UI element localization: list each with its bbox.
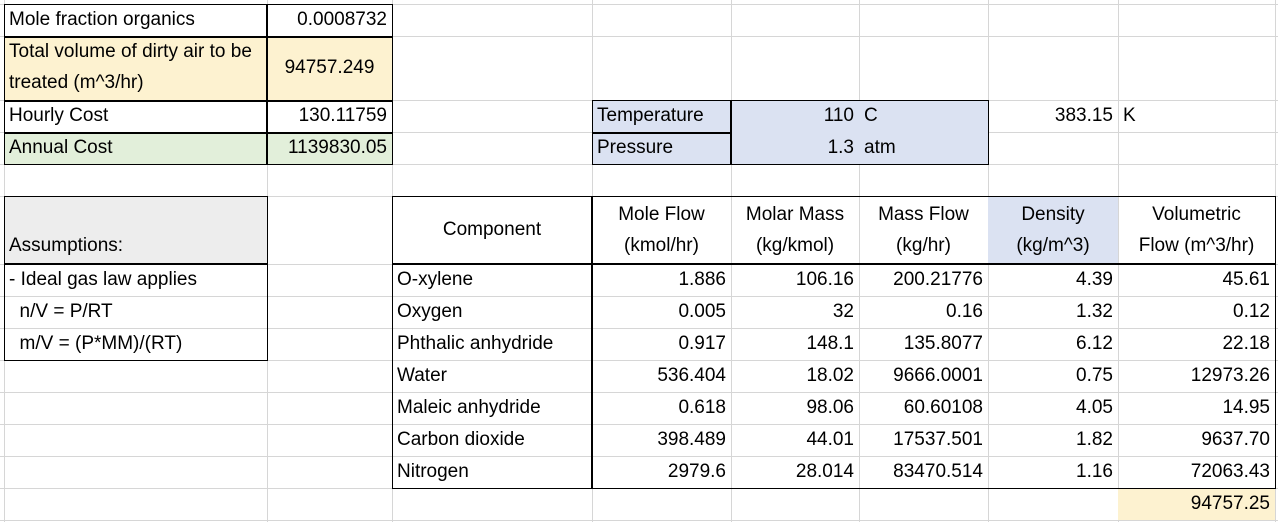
mole-fraction-label[interactable]: Mole fraction organics <box>9 9 195 30</box>
header-component[interactable]: Component <box>442 219 542 240</box>
row-component[interactable]: O-xylene <box>397 269 474 290</box>
row-volumetric-flow[interactable]: 0.12 <box>1233 301 1270 322</box>
header-mole-flow[interactable]: Mole Flow (kmol/hr) <box>592 196 731 264</box>
row-volumetric-flow[interactable]: 22.18 <box>1222 333 1270 354</box>
row-mass-flow[interactable]: 60.60108 <box>903 397 983 418</box>
row-mass-flow[interactable]: 9666.0001 <box>893 365 983 386</box>
header-molar-mass[interactable]: Molar Mass (kg/kmol) <box>731 196 859 264</box>
header-density-line1: Density <box>1021 204 1085 225</box>
row-molar-mass[interactable]: 28.014 <box>795 461 854 482</box>
row-volumetric-flow[interactable]: 12973.26 <box>1190 365 1270 386</box>
temperature-unit[interactable]: C <box>859 100 988 132</box>
header-molar-mass-line2: (kg/kmol) <box>755 235 835 256</box>
row-volumetric-flow[interactable]: 14.95 <box>1222 397 1270 418</box>
row-component[interactable]: Maleic anhydride <box>397 397 541 418</box>
mole-fraction-value[interactable]: 0.0008732 <box>297 9 387 30</box>
header-mass-flow-line2: (kg/hr) <box>896 235 951 256</box>
row-molar-mass[interactable]: 106.16 <box>795 269 854 290</box>
temperature-label[interactable]: Temperature <box>592 100 731 132</box>
temperature-value[interactable]: 110 <box>731 100 859 132</box>
row-mole-flow[interactable]: 536.404 <box>657 365 726 386</box>
row-density[interactable]: 4.05 <box>1076 397 1113 418</box>
temperature-kelvin-value[interactable]: 383.15 <box>1054 105 1113 126</box>
total-volume-value[interactable]: 94757.249 <box>267 36 392 100</box>
row-mass-flow[interactable]: 200.21776 <box>893 269 983 290</box>
assumption-line-2: n/V = P/RT <box>9 301 113 322</box>
header-molar-mass-line1: Molar Mass <box>745 204 845 225</box>
row-component[interactable]: Phthalic anhydride <box>397 333 554 354</box>
header-mass-flow[interactable]: Mass Flow (kg/hr) <box>859 196 988 264</box>
row-molar-mass[interactable]: 18.02 <box>806 365 854 386</box>
assumption-line-3: m/V = (P*MM)/(RT) <box>9 333 183 354</box>
row-mole-flow[interactable]: 1.886 <box>678 269 726 290</box>
row-density[interactable]: 6.12 <box>1076 333 1113 354</box>
row-molar-mass[interactable]: 98.06 <box>806 397 854 418</box>
header-density[interactable]: Density (kg/m^3) <box>988 196 1118 264</box>
row-mass-flow[interactable]: 83470.514 <box>893 461 983 482</box>
row-molar-mass[interactable]: 44.01 <box>806 429 854 450</box>
pressure-label[interactable]: Pressure <box>592 132 731 164</box>
kelvin-unit[interactable]: K <box>1123 105 1136 126</box>
row-mole-flow[interactable]: 0.917 <box>678 333 726 354</box>
pressure-value[interactable]: 1.3 <box>731 132 859 164</box>
row-component[interactable]: Water <box>397 365 447 386</box>
row-mass-flow[interactable]: 135.8077 <box>903 333 983 354</box>
header-volumetric-flow-line1: Volumetric <box>1152 204 1241 225</box>
row-mole-flow[interactable]: 0.618 <box>678 397 726 418</box>
header-density-line2: (kg/m^3) <box>1016 235 1090 256</box>
header-volumetric-flow-line2: Flow (m^3/hr) <box>1138 235 1255 256</box>
row-density[interactable]: 1.16 <box>1076 461 1113 482</box>
total-volumetric-flow[interactable]: 94757.25 <box>1118 488 1275 520</box>
annual-cost-label[interactable]: Annual Cost <box>4 132 267 164</box>
row-molar-mass[interactable]: 148.1 <box>806 333 854 354</box>
row-component[interactable]: Nitrogen <box>397 461 469 482</box>
header-mole-flow-line2: (kmol/hr) <box>624 235 699 256</box>
row-component[interactable]: Carbon dioxide <box>397 429 525 450</box>
row-mole-flow[interactable]: 398.489 <box>657 429 726 450</box>
row-density[interactable]: 1.32 <box>1076 301 1113 322</box>
header-mass-flow-line1: Mass Flow <box>878 204 969 225</box>
row-molar-mass[interactable]: 32 <box>832 301 854 322</box>
row-mole-flow[interactable]: 2979.6 <box>667 461 726 482</box>
annual-cost-value[interactable]: 1139830.05 <box>267 132 392 164</box>
row-volumetric-flow[interactable]: 9637.70 <box>1201 429 1270 450</box>
row-mole-flow[interactable]: 0.005 <box>678 301 726 322</box>
row-density[interactable]: 1.82 <box>1076 429 1113 450</box>
row-density[interactable]: 4.39 <box>1076 269 1113 290</box>
assumption-line-1: - Ideal gas law applies <box>9 269 197 290</box>
row-volumetric-flow[interactable]: 45.61 <box>1222 269 1270 290</box>
hourly-cost-value[interactable]: 130.11759 <box>298 105 387 126</box>
assumptions-title[interactable]: Assumptions: <box>4 196 267 264</box>
header-mole-flow-line1: Mole Flow <box>618 204 705 225</box>
header-volumetric-flow[interactable]: Volumetric Flow (m^3/hr) <box>1118 196 1275 264</box>
row-mass-flow[interactable]: 0.16 <box>946 301 983 322</box>
row-volumetric-flow[interactable]: 72063.43 <box>1190 461 1270 482</box>
total-volume-label[interactable]: Total volume of dirty air to be treated … <box>4 36 267 100</box>
pressure-unit[interactable]: atm <box>859 132 988 164</box>
row-component[interactable]: Oxygen <box>397 301 463 322</box>
row-mass-flow[interactable]: 17537.501 <box>893 429 983 450</box>
hourly-cost-label[interactable]: Hourly Cost <box>9 105 109 126</box>
row-density[interactable]: 0.75 <box>1076 365 1113 386</box>
